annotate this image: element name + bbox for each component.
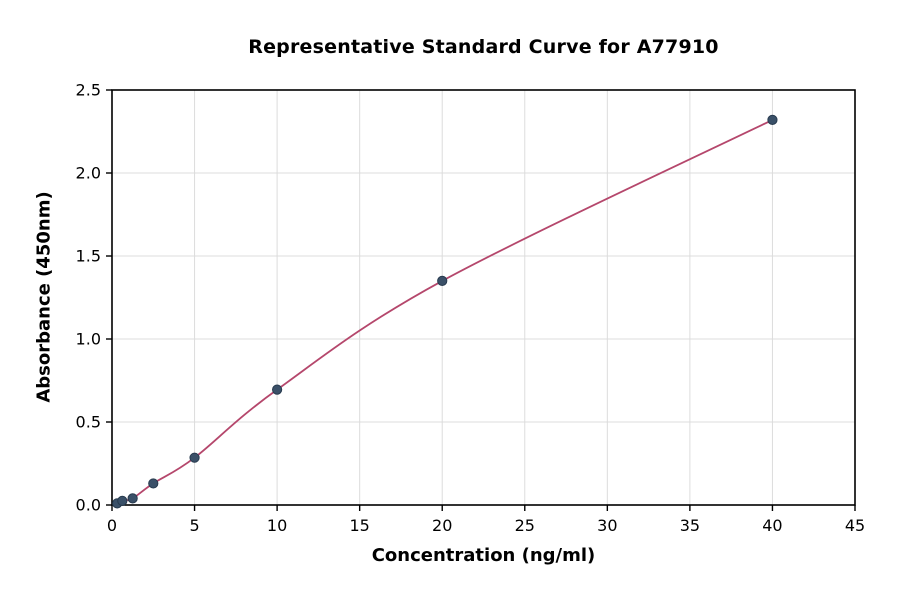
data-point bbox=[148, 478, 159, 489]
data-point bbox=[272, 384, 283, 395]
x-tick-label: 45 bbox=[845, 516, 865, 535]
y-axis-label: Absorbance (450nm) bbox=[33, 191, 55, 403]
data-point bbox=[189, 452, 200, 463]
x-tick-label: 25 bbox=[515, 516, 535, 535]
x-tick-label: 5 bbox=[189, 516, 199, 535]
x-tick-label: 0 bbox=[107, 516, 117, 535]
x-tick-label: 15 bbox=[349, 516, 369, 535]
y-tick-label: 1.0 bbox=[76, 330, 101, 349]
x-tick-label: 35 bbox=[680, 516, 700, 535]
plot-border bbox=[111, 89, 856, 506]
x-axis-label: Concentration (ng/ml) bbox=[371, 545, 596, 566]
x-tick-label: 20 bbox=[432, 516, 452, 535]
data-point bbox=[767, 114, 778, 125]
x-tick-label: 40 bbox=[762, 516, 782, 535]
data-point bbox=[117, 495, 128, 506]
y-tick-label: 0.5 bbox=[76, 413, 101, 432]
y-tick-label: 2.0 bbox=[76, 164, 101, 183]
x-tick-label: 30 bbox=[597, 516, 617, 535]
y-tick-label: 2.5 bbox=[76, 81, 101, 100]
axis-ticks: 0 5 10 15 20 25 30 35 40 45 0.0 0.5 1.0 1.5 2.0 2.5 bbox=[76, 81, 866, 536]
y-tick-label: 0.0 bbox=[76, 496, 101, 515]
standard-curve-line bbox=[116, 119, 773, 505]
data-points bbox=[112, 114, 778, 509]
gridlines bbox=[111, 89, 856, 506]
chart-title: Representative Standard Curve for A77910 bbox=[248, 36, 719, 58]
y-tick-label: 1.5 bbox=[76, 247, 101, 266]
data-point bbox=[437, 275, 448, 286]
x-tick-label: 10 bbox=[267, 516, 287, 535]
data-point bbox=[127, 493, 138, 504]
